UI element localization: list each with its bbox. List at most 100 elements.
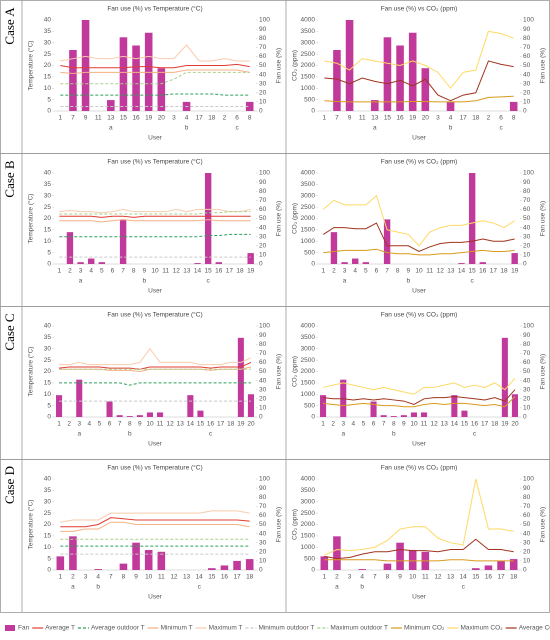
bar (116, 415, 123, 417)
y-tick-label: 500 (304, 555, 315, 562)
y2-tick-label: 40 (523, 530, 531, 537)
case-label: Case A (2, 7, 17, 45)
x-tick-label: 6 (375, 268, 379, 275)
bar (345, 20, 354, 111)
y-tick-label: 25 (44, 51, 52, 58)
x-tick-label: 5 (362, 421, 366, 428)
chart-title: Fan use (%) vs Temperature (°C) (107, 158, 202, 166)
series-line (322, 389, 516, 406)
bar (320, 395, 327, 417)
x-tick-label: 4 (88, 421, 92, 428)
y-tick-label: 1500 (301, 227, 316, 234)
y-tick-label: 3500 (301, 487, 316, 494)
bar (333, 536, 341, 570)
group-label: c (235, 125, 239, 132)
bar (245, 559, 254, 570)
x-tick-label: 4 (353, 268, 357, 275)
x-tick-label: 13 (183, 268, 191, 275)
bar (383, 219, 391, 264)
x-tick-label: 18 (208, 115, 216, 122)
series-line (59, 211, 251, 215)
y-tick-label: 5 (47, 402, 51, 409)
x-tick-label: 19 (409, 115, 417, 122)
x-axis-title: User (412, 594, 427, 601)
y2-tick-label: 40 (259, 530, 267, 537)
y2-tick-label: 80 (259, 341, 267, 348)
y-tick-label: 3500 (301, 334, 316, 341)
x-tick-label: 9 (407, 268, 411, 275)
y-tick-label: 40 (44, 476, 52, 483)
y2-tick-label: 10 (523, 99, 531, 106)
x-tick-label: 20 (511, 421, 519, 428)
x-tick-label: 1 (59, 115, 63, 122)
chart-title: Fan use (%) vs Temperature (°C) (107, 464, 202, 472)
x-tick-label: 4 (185, 115, 189, 122)
y-tick-label: 1000 (301, 238, 316, 245)
group-label: c (207, 278, 211, 285)
bar (157, 412, 164, 417)
x-tick-label: 4 (96, 574, 100, 581)
y2-tick-label: 100 (523, 17, 534, 24)
y2-tick-label: 50 (259, 215, 267, 222)
bar (333, 50, 341, 111)
bar (358, 569, 366, 570)
y-tick-label: 2000 (301, 215, 316, 222)
y2-tick-label: 40 (259, 377, 267, 384)
series-line (60, 93, 250, 96)
y-tick-label: 35 (44, 181, 52, 188)
y-tick-label: 10 (44, 544, 52, 551)
x-tick-label: 17 (217, 421, 225, 428)
legend-swatch (5, 625, 15, 631)
chart-title: Fan use (%) vs CO₂ (ppm) (381, 6, 458, 13)
x-tick-label: 19 (237, 421, 245, 428)
x-tick-label: 9 (398, 574, 402, 581)
bar (509, 101, 518, 111)
y-axis-title: CO₂ (ppm) (292, 356, 299, 387)
x-tick-label: 12 (170, 574, 178, 581)
legend-label: Maximum T (209, 625, 243, 632)
x-tick-label: 14 (451, 421, 459, 428)
group-label: a (335, 584, 339, 591)
y-tick-label: 35 (44, 334, 52, 341)
x-tick-label: 12 (431, 421, 439, 428)
y2-tick-label: 70 (259, 44, 267, 51)
x-tick-label: 16 (479, 268, 487, 275)
y2-tick-label: 20 (259, 549, 267, 556)
series-line (59, 219, 251, 223)
group-label: a (109, 125, 113, 132)
y2-tick-label: 90 (523, 179, 531, 186)
x-tick-label: 8 (396, 268, 400, 275)
y2-tick-label: 70 (523, 44, 531, 51)
x-tick-label: 2 (223, 115, 227, 122)
x-tick-label: 6 (372, 421, 376, 428)
y-axis-title: Temperature (°C) (27, 194, 35, 244)
y2-tick-label: 10 (523, 252, 531, 259)
x-tick-label: 18 (510, 574, 518, 581)
bar (208, 568, 216, 570)
legend-label: Average CO₂ (519, 625, 550, 632)
bar (204, 173, 212, 264)
x-tick-label: 13 (441, 421, 449, 428)
y-tick-label: 1000 (301, 391, 316, 398)
x-axis-title: User (148, 135, 163, 142)
x-tick-label: 11 (157, 421, 164, 428)
chart-title: Fan use (%) vs CO₂ (ppm) (381, 159, 458, 166)
y2-tick-label: 10 (259, 405, 267, 412)
y-tick-label: 0 (47, 567, 51, 574)
x-axis-title: User (148, 594, 163, 601)
y2-tick-label: 100 (259, 476, 270, 483)
x-tick-label: 2 (335, 574, 339, 581)
legend-label: Fan (18, 625, 30, 632)
group-label: b (143, 278, 147, 285)
bar (69, 536, 77, 570)
y2-tick-label: 100 (523, 170, 534, 177)
bar (509, 559, 518, 570)
y2-tick-label: 60 (523, 53, 531, 60)
x-tick-label: 17 (460, 115, 468, 122)
y2-tick-label: 90 (259, 332, 267, 339)
x-tick-label: 14 (460, 574, 468, 581)
y2-tick-label: 90 (523, 26, 531, 33)
x-tick-label: 7 (118, 421, 122, 428)
y2-tick-label: 30 (259, 80, 267, 87)
series-line (323, 248, 515, 256)
